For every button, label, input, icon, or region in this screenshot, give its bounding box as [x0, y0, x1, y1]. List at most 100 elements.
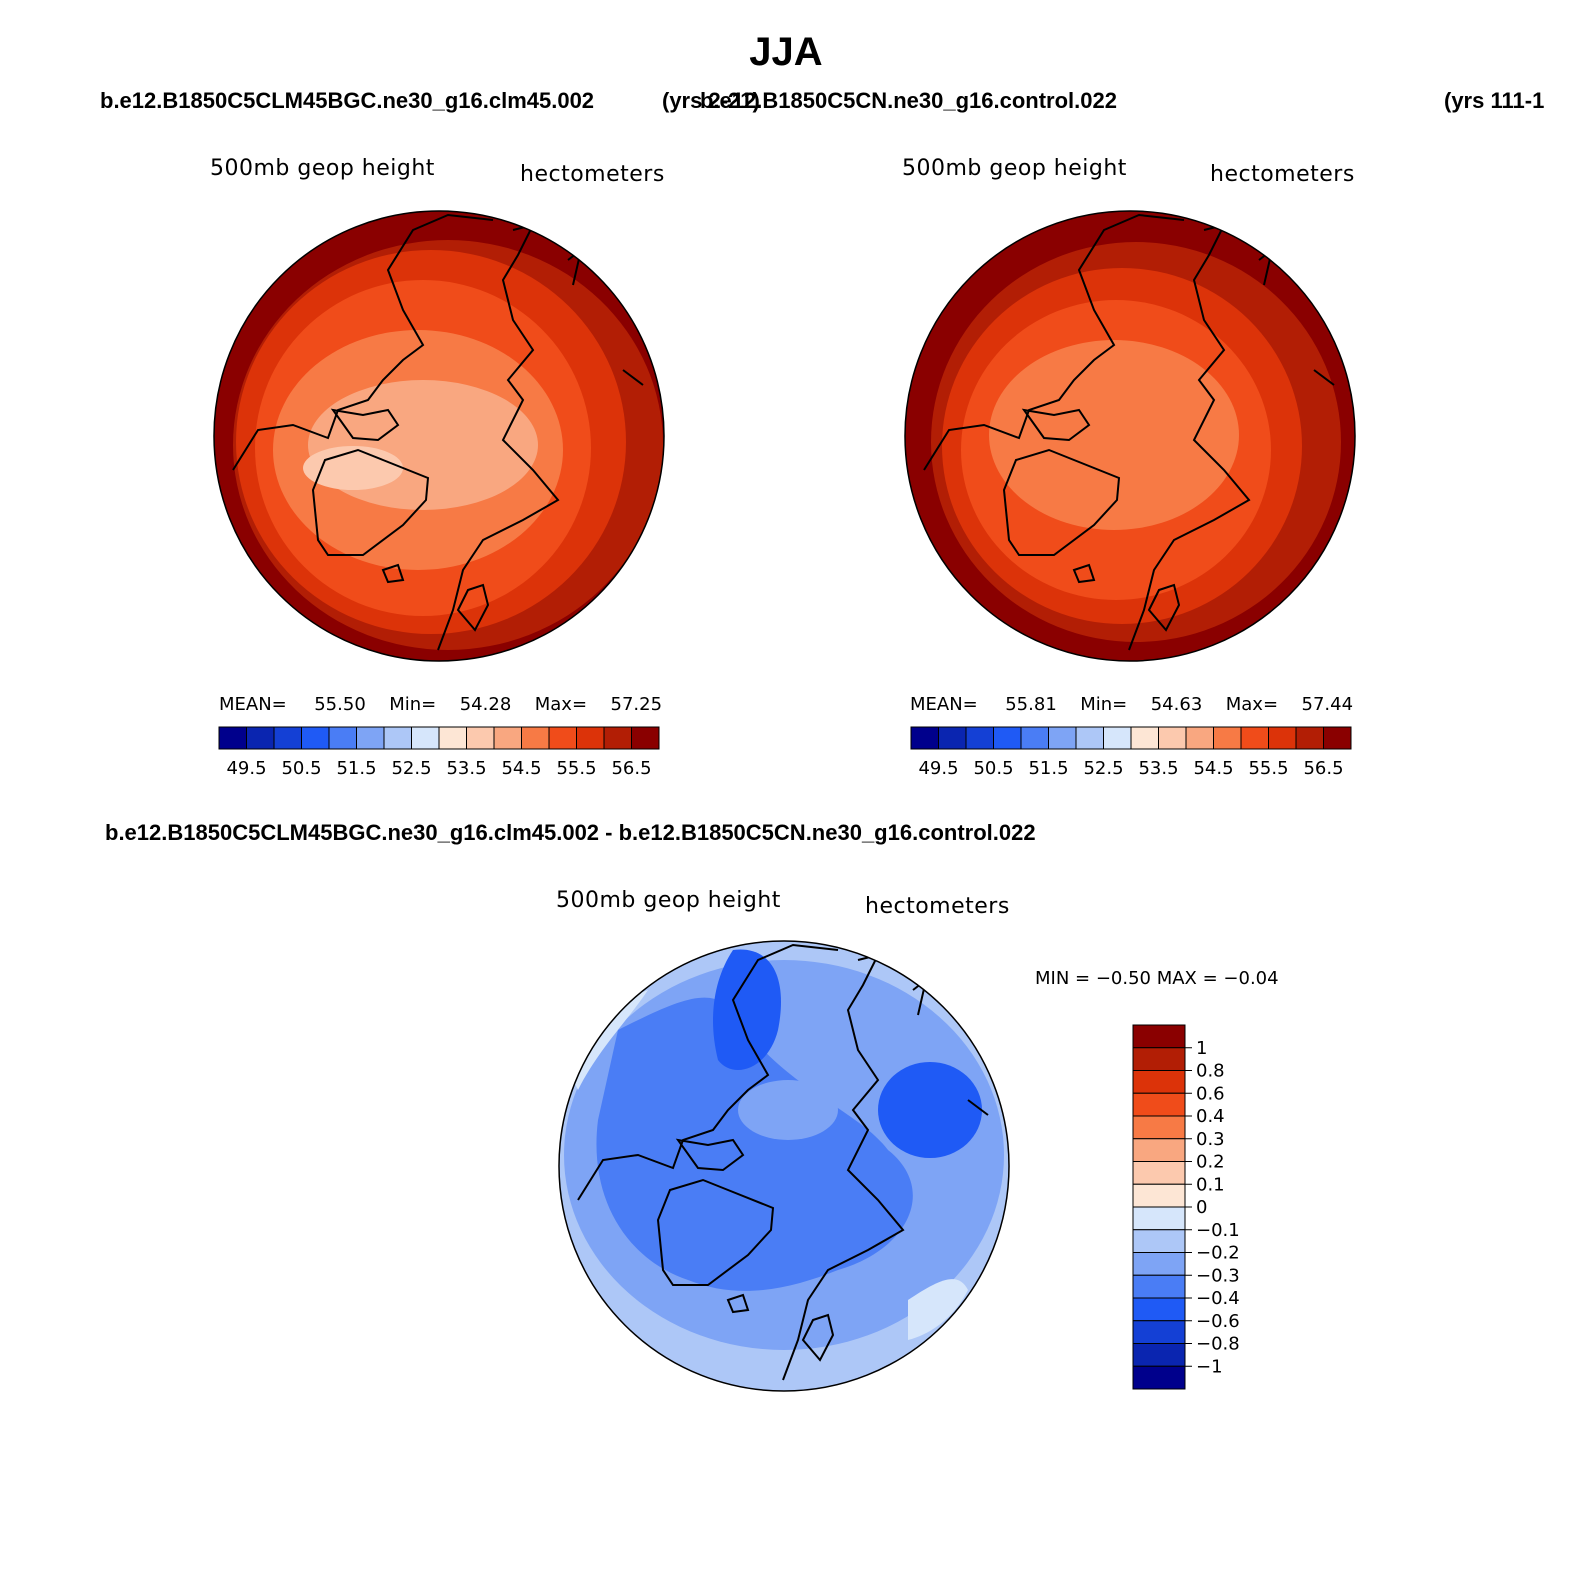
field-label-right: 500mb geop height: [902, 156, 1127, 181]
colorbar-left-box: [438, 726, 467, 750]
mean-label-left: MEAN=: [219, 694, 287, 715]
units-label-diff: hectometers: [865, 894, 1010, 919]
colorbar-left-box: [548, 726, 577, 750]
colorbar-left-tick-label: 50.5: [281, 758, 321, 779]
colorbar-right-box: [1048, 726, 1077, 750]
colorbar-right-tick-label: 55.5: [1248, 758, 1288, 779]
colorbar-right-tick-label: 53.5: [1138, 758, 1178, 779]
polar-map-left: [213, 210, 665, 662]
colorbar-left-tick-label: 56.5: [611, 758, 651, 779]
colorbar-diff-tick-label: 0.3: [1196, 1129, 1225, 1150]
colorbar-left-box: [411, 726, 440, 750]
colorbar-right-box: [1020, 726, 1049, 750]
colorbar-diff-box: [1132, 1365, 1186, 1390]
colorbar-right-box: [1268, 726, 1297, 750]
colorbar-diff-tick-label: 0: [1196, 1197, 1207, 1218]
colorbar-left-tick-label: 53.5: [446, 758, 486, 779]
colorbar-left-box: [603, 726, 632, 750]
colorbar-diff-box: [1132, 1206, 1186, 1231]
field-label-diff: 500mb geop height: [556, 888, 781, 913]
case-name-left: b.e12.B1850C5CLM45BGC.ne30_g16.clm45.002: [100, 88, 595, 113]
colorbar-left-box: [493, 726, 522, 750]
contour-fill-right: [905, 211, 1355, 661]
colorbar-right-tick-label: 51.5: [1028, 758, 1068, 779]
colorbar-left-box: [273, 726, 302, 750]
colorbar-diff-box: [1132, 1252, 1186, 1276]
colorbar-diff-tick-label: −0.2: [1196, 1243, 1240, 1264]
colorbar-right-box: [993, 726, 1022, 750]
colorbar-right-box: [1295, 726, 1324, 750]
colorbar-diff-box: [1132, 1024, 1186, 1049]
colorbar-left: 49.5 50.5 51.5 52.5 53.5 54.5 55.5 56.5: [218, 726, 660, 779]
years-left: (yrs 2-21): [662, 88, 760, 113]
stats-right: MEAN= 55.81 Min= 54.63 Max= 57.44: [910, 694, 1353, 715]
colorbar-right-box: [1103, 726, 1132, 750]
case-name-right: b.e12.B1850C5CN.ne30_g16.control.022: [700, 88, 1117, 113]
colorbar-right-tick-label: 49.5: [918, 758, 958, 779]
contour-fill-diff: [559, 941, 1009, 1391]
polar-map-right: [904, 210, 1356, 662]
coastlines-left: [232, 213, 644, 651]
colorbar-diff-box: [1132, 1138, 1186, 1162]
colorbar-diff: 10.80.60.40.30.20.10−0.1−0.2−0.3−0.4−0.6…: [1132, 1024, 1240, 1390]
colorbar-diff-tick-label: −1: [1196, 1356, 1223, 1377]
diff-minmax: MIN = −0.50 MAX = −0.04: [1035, 968, 1279, 989]
min-value-left: 54.28: [459, 694, 512, 715]
colorbar-left-box: [631, 726, 660, 750]
units-label-right: hectometers: [1210, 162, 1355, 187]
colorbar-diff-box: [1132, 1274, 1186, 1299]
colorbar-diff-tick-label: 0.4: [1196, 1106, 1225, 1127]
max-value-left: 57.25: [610, 694, 663, 715]
colorbar-diff-box: [1132, 1320, 1186, 1344]
colorbar-left-tick-label: 54.5: [501, 758, 541, 779]
colorbar-right-tick-label: 52.5: [1083, 758, 1123, 779]
colorbar-diff-tick-label: 0.2: [1196, 1152, 1225, 1173]
colorbar-right-box: [938, 726, 967, 750]
case-name-diff: b.e12.B1850C5CLM45BGC.ne30_g16.clm45.002…: [105, 820, 1036, 845]
colorbar-left-box: [328, 726, 357, 750]
colorbar-right-box: [910, 726, 939, 750]
min-label-right: Min=: [1080, 694, 1128, 715]
colorbar-diff-box: [1132, 1229, 1186, 1253]
colorbar-diff-box: [1132, 1343, 1186, 1367]
max-label-left: Max=: [534, 694, 588, 715]
colorbar-diff-tick-label: −0.6: [1196, 1311, 1240, 1332]
colorbar-right-tick-label: 56.5: [1303, 758, 1343, 779]
colorbar-right-box: [1240, 726, 1269, 750]
colorbar-diff-box: [1132, 1161, 1186, 1185]
colorbar-right-box: [1158, 726, 1187, 750]
colorbar-left-box: [466, 726, 495, 750]
colorbar-diff-box: [1132, 1183, 1186, 1208]
colorbar-diff-tick-label: −0.1: [1196, 1220, 1240, 1241]
colorbar-diff-box: [1132, 1115, 1186, 1140]
polar-map-diff: [558, 940, 1010, 1392]
max-label-right: Max=: [1225, 694, 1279, 715]
coastlines-diff: [577, 943, 989, 1381]
colorbar-left-tick-label: 49.5: [226, 758, 266, 779]
colorbar-right-box: [965, 726, 994, 750]
colorbar-right-box: [1323, 726, 1352, 750]
colorbar-right-box: [1075, 726, 1104, 750]
colorbar-left-tick-label: 55.5: [556, 758, 596, 779]
stats-left: MEAN= 55.50 Min= 54.28 Max= 57.25: [219, 694, 662, 715]
colorbar-diff-box: [1132, 1297, 1186, 1322]
colorbar-right-tick-label: 54.5: [1193, 758, 1233, 779]
colorbar-diff-box: [1132, 1047, 1186, 1071]
colorbar-right: 49.5 50.5 51.5 52.5 53.5 54.5 55.5 56.5: [910, 726, 1352, 779]
colorbar-diff-tick-label: −0.4: [1196, 1288, 1240, 1309]
colorbar-diff-tick-label: 1: [1196, 1038, 1207, 1059]
mean-value-right: 55.81: [1005, 694, 1057, 715]
colorbar-left-tick-label: 52.5: [391, 758, 431, 779]
colorbar-left-box: [218, 726, 247, 750]
colorbar-diff-tick-label: 0.6: [1196, 1083, 1225, 1104]
plot-title: JJA: [749, 30, 823, 74]
colorbar-right-box: [1185, 726, 1214, 750]
colorbar-diff-box: [1132, 1092, 1186, 1117]
colorbar-diff-tick-label: −0.3: [1196, 1265, 1240, 1286]
mean-value-left: 55.50: [314, 694, 366, 715]
colorbar-diff-tick-label: 0.1: [1196, 1174, 1225, 1195]
max-value-right: 57.44: [1301, 694, 1354, 715]
colorbar-left-box: [521, 726, 550, 750]
years-right: (yrs 111-1: [1444, 88, 1545, 113]
min-value-right: 54.63: [1150, 694, 1203, 715]
